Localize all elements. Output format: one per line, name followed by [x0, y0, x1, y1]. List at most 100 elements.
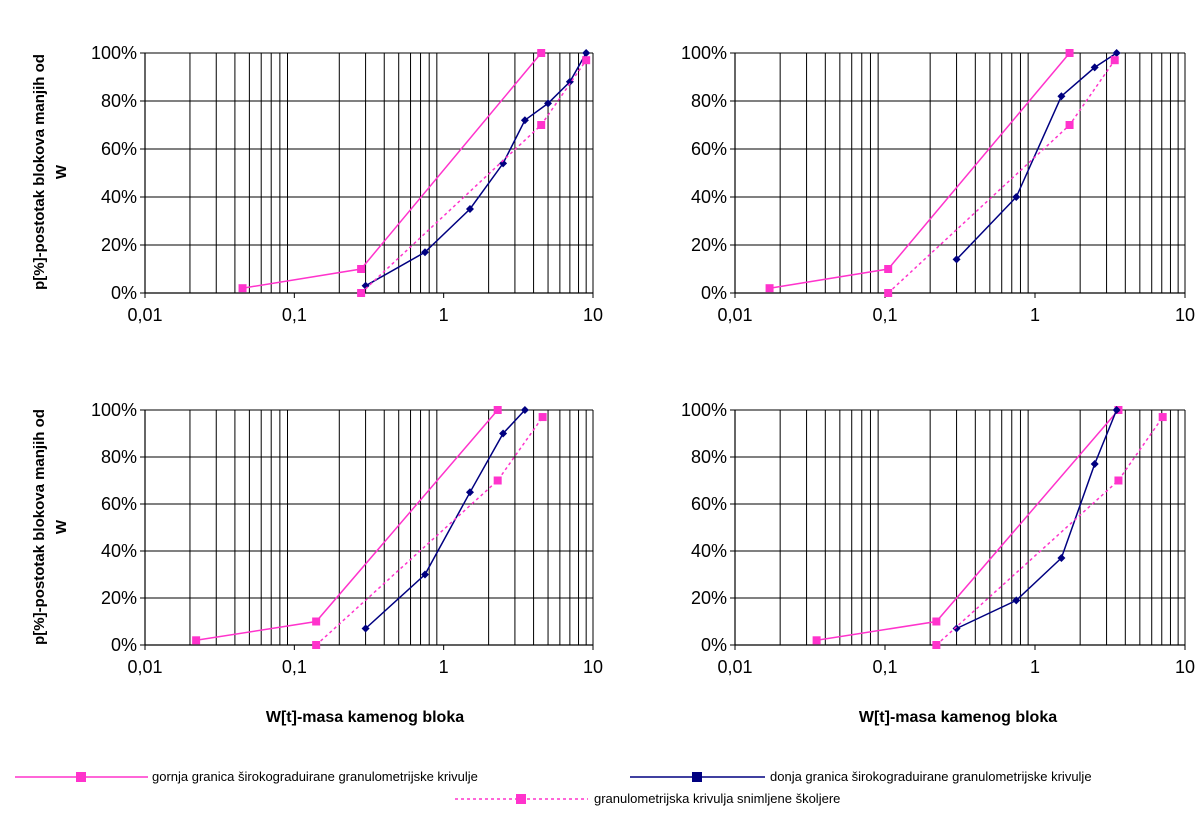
x-tick-label: 1 — [1030, 657, 1040, 677]
y-tick-label: 20% — [101, 235, 137, 255]
y-tick-label: 100% — [681, 400, 727, 420]
y-tick-label: 80% — [691, 91, 727, 111]
y-tick-label: 20% — [101, 588, 137, 608]
y-tick-label: 0% — [701, 635, 727, 655]
chart-panel-bottom-left: 0% 20% 40% 60% 80% 100% 0,01 0,1 1 10 — [91, 400, 603, 677]
chart-panel-top-left: 0% 20% 40% 60% 80% 100% 0,01 0,1 1 10 — [91, 43, 603, 325]
y-tick-label: 0% — [111, 283, 137, 303]
data-point-square — [884, 289, 893, 297]
data-point-diamond — [1112, 49, 1121, 57]
x-tick-label: 0,01 — [127, 657, 162, 677]
y-tick-label: 20% — [691, 588, 727, 608]
series-line-2 — [935, 416, 1164, 646]
data-point-square — [357, 265, 366, 273]
x-tick-label: 0,01 — [717, 305, 752, 325]
y-tick-label: 100% — [91, 43, 137, 63]
y-tick-label: 60% — [691, 139, 727, 159]
legend-marker-lower-bound — [692, 772, 702, 782]
x-tick-label: 0,1 — [282, 657, 307, 677]
y-tick-label: 0% — [701, 283, 727, 303]
data-point-diamond — [544, 99, 553, 108]
legend-item-lower-bound: donja granica širokograduirane granulome… — [630, 769, 1092, 784]
data-point-diamond — [465, 488, 474, 497]
y-tick-label: 20% — [691, 235, 727, 255]
data-point-diamond — [1090, 460, 1099, 469]
data-point-square — [1158, 413, 1167, 422]
data-point-diamond — [1112, 406, 1121, 414]
plot-area — [735, 53, 1185, 293]
y-tick-label: 60% — [691, 494, 727, 514]
legend-marker-upper-bound — [76, 772, 86, 782]
legend-marker-measured-curve — [516, 794, 526, 804]
data-point-square — [1114, 476, 1123, 485]
data-point-square — [1110, 56, 1119, 65]
data-point-square — [537, 49, 546, 57]
data-point-diamond — [421, 570, 430, 579]
data-point-square — [538, 413, 547, 422]
data-point-square — [884, 265, 893, 273]
data-point-square — [812, 636, 821, 645]
x-axis-label-left: W[t]-masa kamenog bloka — [266, 709, 464, 726]
data-point-diamond — [361, 624, 370, 633]
data-point-square — [238, 284, 247, 293]
plot-area — [145, 53, 593, 293]
x-axis-label-right: W[t]-masa kamenog bloka — [859, 709, 1057, 726]
legend-item-upper-bound: gornja granica širokograduirane granulom… — [15, 769, 478, 784]
data-point-square — [932, 641, 941, 649]
data-point-square — [765, 284, 774, 293]
y-tick-label: 100% — [681, 43, 727, 63]
data-point-diamond — [952, 255, 961, 264]
y-tick-label: 40% — [101, 541, 137, 561]
data-point-diamond — [582, 49, 591, 57]
y-tick-label: 100% — [91, 400, 137, 420]
y-axis-label-top-line1: p[%]-postotak blokova manjih od — [31, 54, 48, 290]
legend-item-measured-curve: granulometrijska krivulja snimljene škol… — [455, 791, 840, 806]
x-tick-label: 0,01 — [127, 305, 162, 325]
data-point-square — [582, 56, 591, 65]
data-point-diamond — [421, 248, 430, 257]
data-point-square — [1065, 121, 1074, 129]
data-point-diamond — [952, 624, 961, 633]
data-point-diamond — [1090, 63, 1099, 72]
y-axis-label-top-w: W — [53, 164, 70, 179]
legend-label-measured-curve: granulometrijska krivulja snimljene škol… — [594, 791, 840, 806]
y-tick-label: 0% — [111, 635, 137, 655]
y-tick-label: 60% — [101, 494, 137, 514]
y-tick-label: 40% — [691, 541, 727, 561]
x-tick-label: 1 — [1030, 305, 1040, 325]
x-tick-label: 1 — [439, 305, 449, 325]
data-point-diamond — [520, 406, 529, 414]
data-point-diamond — [520, 116, 529, 125]
x-tick-label: 10 — [583, 305, 603, 325]
data-point-diamond — [1057, 92, 1066, 101]
legend-label-upper-bound: gornja granica širokograduirane granulom… — [152, 769, 478, 784]
series-line-2 — [315, 416, 544, 646]
plot-area — [735, 410, 1185, 645]
data-point-square — [932, 617, 941, 626]
y-tick-label: 40% — [691, 187, 727, 207]
y-tick-label: 80% — [101, 91, 137, 111]
x-tick-label: 0,01 — [717, 657, 752, 677]
y-tick-label: 40% — [101, 187, 137, 207]
legend-label-lower-bound: donja granica širokograduirane granulome… — [770, 769, 1092, 784]
y-axis-label-bottom: p[%]-postotak blokova manjih od — [31, 409, 48, 645]
y-tick-label: 80% — [101, 447, 137, 467]
x-tick-label: 10 — [1175, 657, 1195, 677]
data-point-square — [312, 617, 321, 626]
x-tick-label: 0,1 — [872, 657, 897, 677]
legend: gornja granica širokograduirane granulom… — [15, 769, 1092, 806]
x-tick-label: 10 — [1175, 305, 1195, 325]
data-point-diamond — [465, 205, 474, 213]
chart-panel-bottom-right: 0% 20% 40% 60% 80% 100% 0,01 0,1 1 10 — [681, 400, 1195, 677]
y-tick-label: 80% — [691, 447, 727, 467]
y-axis-label-top: p[%]-postotak blokova manjih od — [31, 54, 48, 290]
x-tick-label: 10 — [583, 657, 603, 677]
plot-area — [145, 410, 593, 645]
data-point-square — [312, 641, 321, 649]
y-axis-label-bottom-w: W — [53, 519, 70, 534]
chart-panel-top-right: 0% 20% 40% 60% 80% 100% 0,01 0,1 1 10 — [681, 43, 1195, 325]
x-tick-label: 0,1 — [872, 305, 897, 325]
data-point-square — [493, 406, 502, 414]
data-point-diamond — [499, 429, 508, 438]
